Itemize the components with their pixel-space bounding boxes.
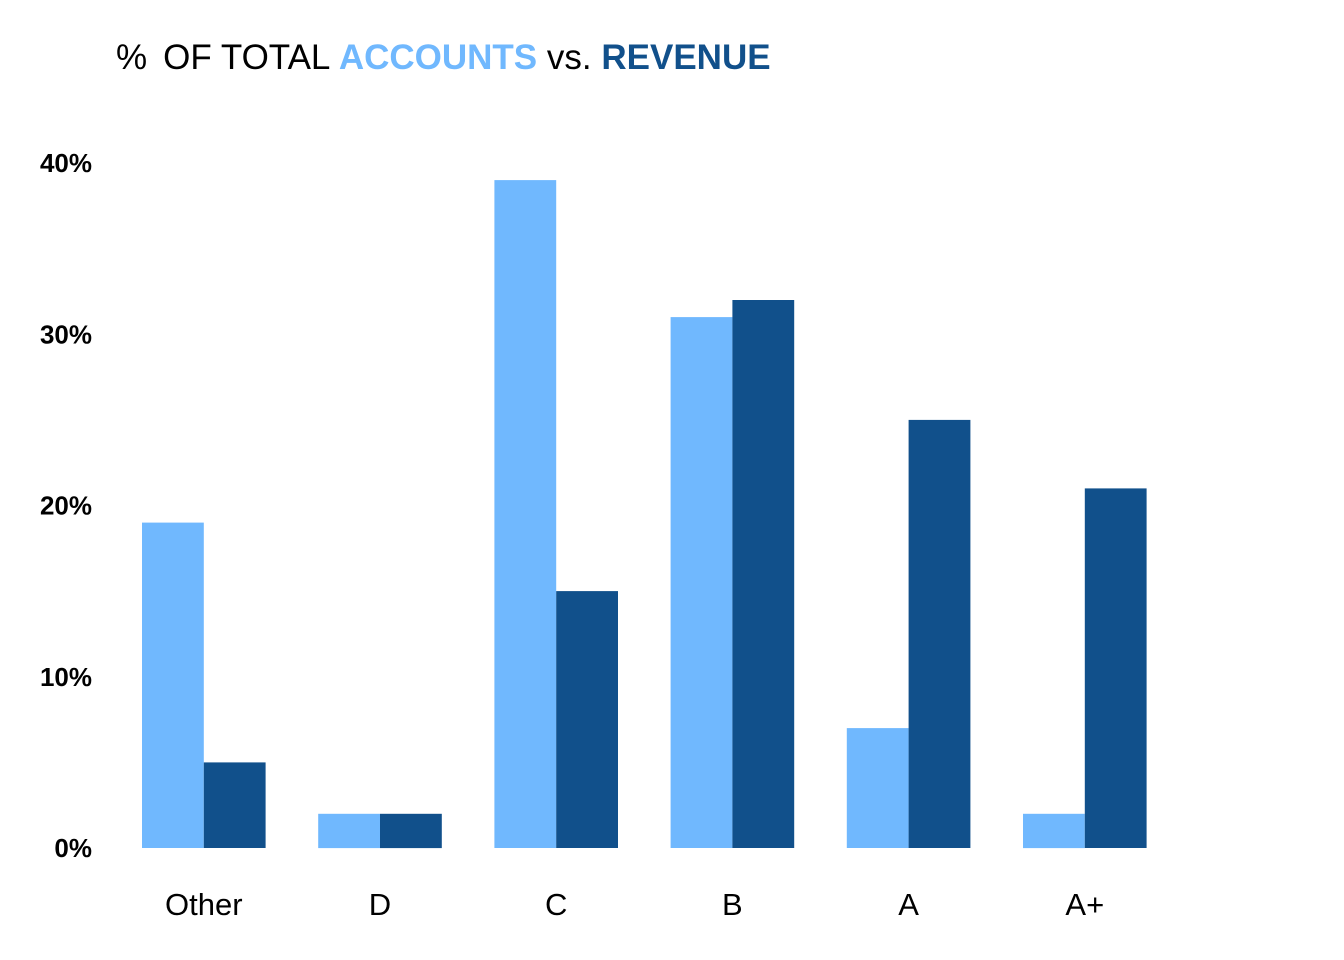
y-tick-label: 40% bbox=[40, 148, 92, 178]
bar-revenue-d bbox=[380, 813, 442, 849]
y-axis: 0% 10% 20% 30% 40% bbox=[40, 148, 92, 863]
bar-revenue-a-plus bbox=[1084, 488, 1147, 848]
bars-group bbox=[142, 180, 1147, 849]
y-tick-label: 0% bbox=[54, 833, 92, 863]
bar-accounts-b bbox=[670, 317, 733, 849]
title-of-total: OF TOTAL bbox=[163, 38, 330, 77]
x-tick-label: Other bbox=[165, 887, 243, 922]
bar-accounts-c bbox=[494, 180, 557, 849]
bar-accounts-d bbox=[318, 813, 380, 849]
bar-accounts-other bbox=[142, 522, 204, 848]
bar-accounts-a bbox=[846, 728, 909, 848]
x-tick-label: A+ bbox=[1065, 887, 1104, 922]
chart-title: % OF TOTAL ACCOUNTS vs. REVENUE bbox=[116, 36, 771, 80]
title-revenue-label: REVENUE bbox=[601, 38, 771, 77]
y-tick-label: 20% bbox=[40, 491, 92, 521]
title-vs: vs. bbox=[546, 38, 592, 77]
title-accounts-label: ACCOUNTS bbox=[338, 38, 538, 77]
x-tick-label: B bbox=[722, 887, 743, 922]
bar-revenue-b bbox=[732, 300, 795, 848]
x-tick-label: A bbox=[898, 887, 919, 922]
x-tick-label: C bbox=[545, 887, 567, 922]
x-tick-label: D bbox=[369, 887, 391, 922]
x-axis: Other D C B A A+ bbox=[165, 887, 1104, 922]
bar-revenue-other bbox=[203, 762, 266, 848]
title-percent-sign: % bbox=[116, 38, 148, 77]
bar-revenue-c bbox=[556, 591, 618, 848]
bar-accounts-a-plus bbox=[1023, 813, 1085, 849]
y-tick-label: 10% bbox=[40, 662, 92, 692]
y-tick-label: 30% bbox=[40, 319, 92, 349]
bar-revenue-a bbox=[908, 419, 971, 848]
